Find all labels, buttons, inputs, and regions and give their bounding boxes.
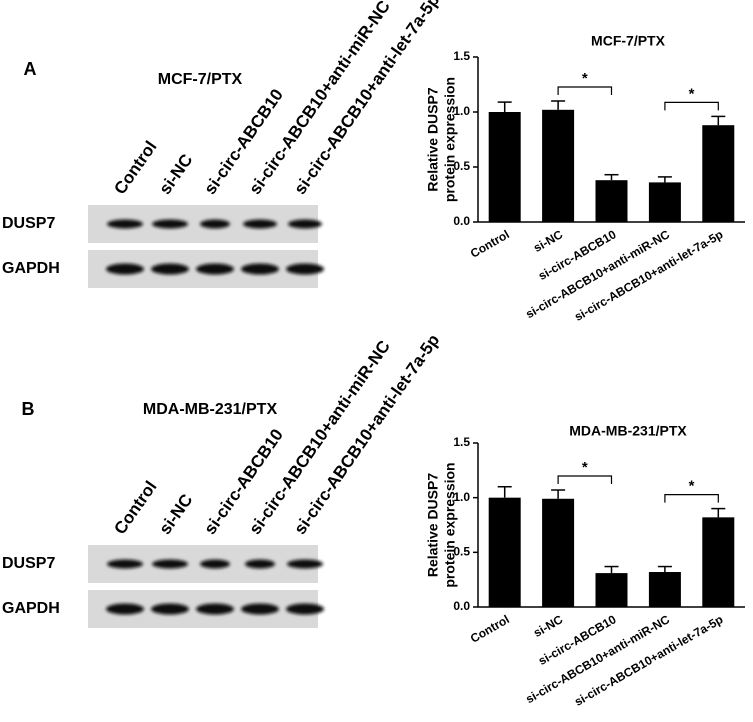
blot-band bbox=[106, 603, 144, 615]
blot-band bbox=[151, 263, 189, 275]
significance-bracket bbox=[557, 475, 613, 485]
blot-band bbox=[152, 559, 188, 569]
y-tick-label: 0.0 bbox=[453, 599, 470, 613]
blot-band bbox=[288, 219, 322, 229]
lane-label: Control bbox=[110, 137, 160, 197]
x-tick-label: Control bbox=[468, 227, 512, 260]
y-axis-label: protein expression bbox=[442, 77, 458, 202]
y-axis-label: protein expression bbox=[442, 462, 458, 587]
row-label: DUSP7 bbox=[2, 555, 55, 572]
y-tick-label: 0.5 bbox=[453, 545, 470, 559]
lane-label: si-circ-ABCB10 bbox=[200, 426, 287, 538]
panel-letter: A bbox=[24, 59, 37, 79]
chart-title: MCF-7/PTX bbox=[591, 33, 666, 49]
significance-label: * bbox=[689, 478, 695, 495]
lane-label: si-circ-ABCB10 bbox=[200, 86, 287, 198]
error-bar bbox=[711, 115, 726, 126]
bar bbox=[648, 182, 681, 222]
blot-band bbox=[287, 559, 323, 569]
blot-band bbox=[152, 219, 188, 229]
bar bbox=[595, 180, 628, 222]
blot-band bbox=[106, 263, 144, 275]
bar bbox=[488, 497, 521, 607]
lane-label: si-NC bbox=[155, 491, 196, 538]
bar bbox=[542, 109, 575, 222]
blot-band bbox=[107, 219, 143, 229]
error-bar bbox=[551, 100, 566, 110]
bar bbox=[702, 125, 735, 222]
blot-band bbox=[286, 603, 324, 615]
y-tick-label: 1.0 bbox=[453, 104, 470, 118]
y-axis-label: Relative DUSP7 bbox=[425, 87, 441, 191]
blot-band bbox=[200, 219, 230, 229]
row-label: DUSP7 bbox=[2, 215, 55, 232]
lane-label: si-NC bbox=[155, 151, 196, 198]
row-label: GAPDH bbox=[2, 600, 60, 617]
blot-title: MDA-MB-231/PTX bbox=[143, 401, 278, 418]
y-tick-label: 0.0 bbox=[453, 214, 470, 228]
bar bbox=[595, 573, 628, 607]
error-bar bbox=[551, 489, 566, 499]
blot-band bbox=[196, 603, 234, 615]
panel-letter: B bbox=[22, 399, 35, 419]
bar bbox=[542, 498, 575, 607]
error-bar bbox=[711, 507, 726, 518]
blot-band bbox=[245, 559, 275, 569]
blot-band bbox=[196, 263, 234, 275]
error-bar bbox=[604, 173, 619, 181]
y-tick-label: 1.5 bbox=[453, 435, 470, 449]
x-tick-label: si-NC bbox=[531, 612, 565, 640]
error-bar bbox=[657, 176, 672, 183]
significance-bracket bbox=[664, 494, 719, 503]
error-bar bbox=[497, 101, 512, 112]
bar bbox=[702, 517, 735, 607]
significance-label: * bbox=[582, 70, 588, 87]
blot-title: MCF-7/PTX bbox=[158, 71, 243, 88]
significance-bracket bbox=[664, 101, 719, 111]
blot-band bbox=[151, 603, 189, 615]
significance-label: * bbox=[689, 85, 695, 102]
x-tick-label: si-NC bbox=[531, 227, 565, 255]
row-label: GAPDH bbox=[2, 260, 60, 277]
significance-bracket bbox=[557, 86, 613, 95]
chart-title: MDA-MB-231/PTX bbox=[569, 423, 687, 439]
lane-label: Control bbox=[110, 477, 160, 537]
y-axis-label: Relative DUSP7 bbox=[425, 473, 441, 577]
blot-band bbox=[241, 263, 279, 275]
bar bbox=[488, 112, 521, 222]
blot-band bbox=[286, 263, 324, 275]
error-bar bbox=[497, 485, 512, 498]
significance-label: * bbox=[582, 459, 588, 476]
blot-band bbox=[241, 603, 279, 615]
error-bar bbox=[657, 565, 672, 573]
blot-band bbox=[200, 559, 230, 569]
y-tick-label: 1.5 bbox=[453, 49, 470, 63]
error-bar bbox=[604, 565, 619, 574]
y-tick-label: 0.5 bbox=[453, 159, 470, 173]
blot-band bbox=[107, 559, 143, 569]
x-tick-label: Control bbox=[468, 612, 512, 645]
blot-band bbox=[243, 219, 277, 229]
y-tick-label: 1.0 bbox=[453, 490, 470, 504]
bar bbox=[648, 572, 681, 607]
